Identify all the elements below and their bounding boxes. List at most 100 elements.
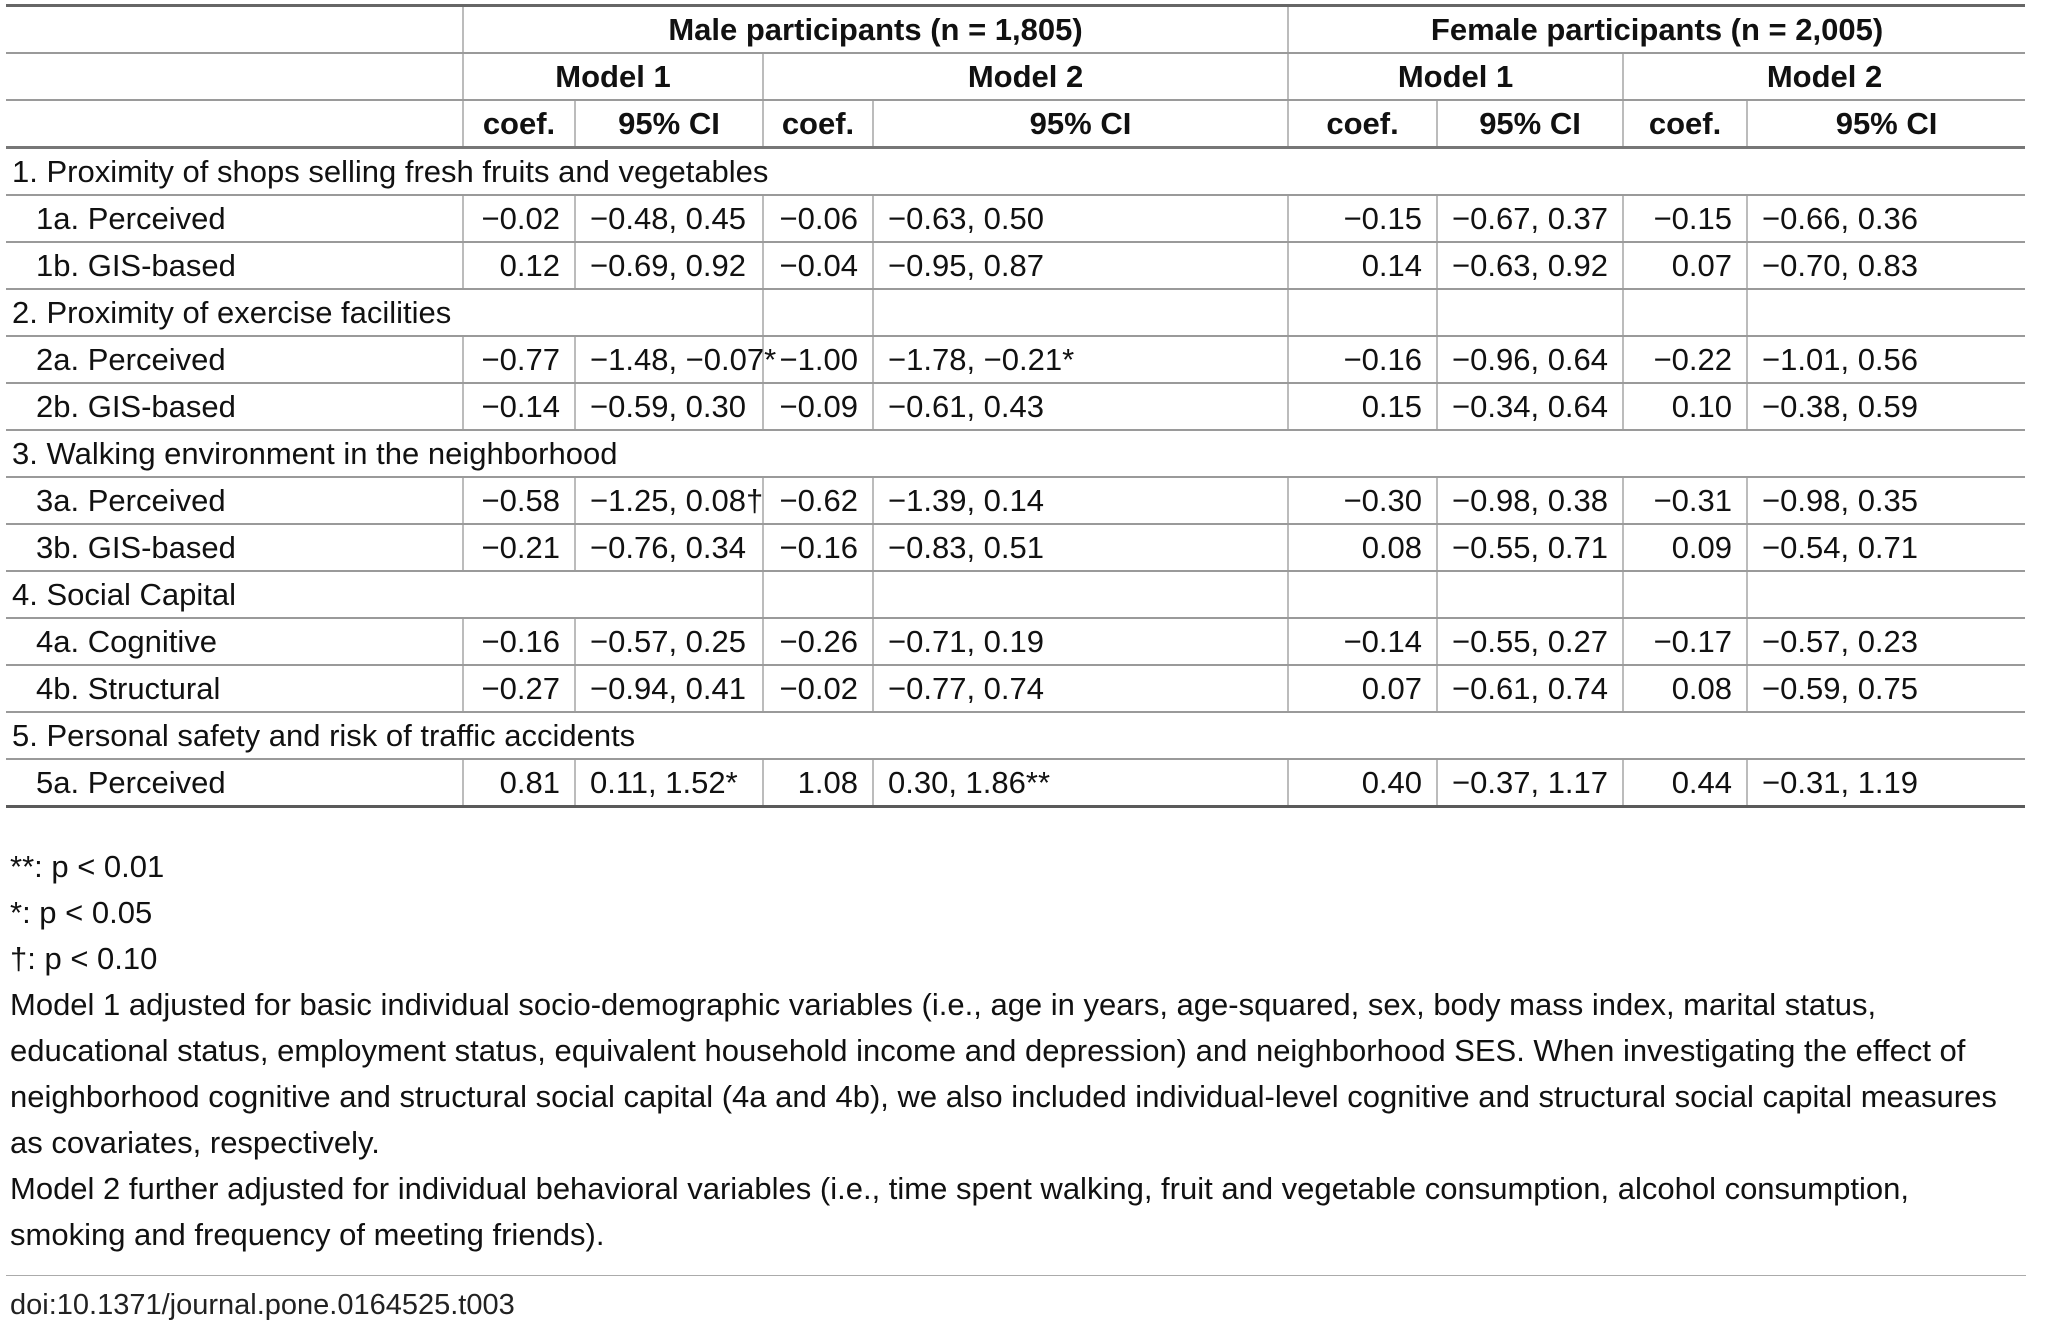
ci-cell: −0.37, 1.17 xyxy=(1436,759,1624,808)
coef-cell: 0.81 xyxy=(462,759,575,808)
group-header-male: Male participants (n = 1,805) xyxy=(461,5,1289,54)
stat-header-row: coef. 95% CI coef. 95% CI coef. 95% CI c… xyxy=(6,100,2026,149)
table-row: 4a. Cognitive −0.16 −0.57, 0.25 −0.26 −0.71,… xyxy=(6,618,2026,666)
empty-cell xyxy=(871,571,1289,619)
group-header-female: Female participants (n = 2,005) xyxy=(1287,5,2026,54)
row-label: 3a. Perceived xyxy=(6,477,463,525)
coef-cell: 0.09 xyxy=(1622,524,1748,572)
empty-cell xyxy=(1436,289,1624,337)
footnote-divider xyxy=(6,1275,2026,1276)
coef-cell: 0.08 xyxy=(1622,665,1748,713)
stat-header: coef. xyxy=(1287,100,1438,149)
table-row: 2a. Perceived −0.77 −1.48, −0.07* −1.00 −1.7… xyxy=(6,336,2026,384)
ci-cell: −0.61, 0.43 xyxy=(871,383,1289,431)
ci-cell: −0.59, 0.30 xyxy=(574,383,763,431)
coef-cell: −0.14 xyxy=(1287,618,1438,666)
coef-cell: −0.62 xyxy=(762,477,873,525)
ci-cell: −0.71, 0.19 xyxy=(871,618,1289,666)
coef-cell: −0.09 xyxy=(762,383,873,431)
coef-cell: 0.07 xyxy=(1622,242,1748,290)
empty-cell xyxy=(1287,289,1438,337)
coef-cell: 0.12 xyxy=(462,242,575,290)
ci-cell: −0.57, 0.23 xyxy=(1746,618,2026,666)
coef-cell: −0.16 xyxy=(762,524,873,572)
stat-header: 95% CI xyxy=(1746,100,2026,149)
coef-cell: −0.02 xyxy=(762,665,873,713)
section-row: 4. Social Capital xyxy=(6,571,2026,619)
model2-note: Model 2 further adjusted for individual … xyxy=(10,1171,1909,1252)
ci-cell: −0.95, 0.87 xyxy=(871,242,1289,290)
stat-header: coef. xyxy=(1622,100,1748,149)
section-label: 1. Proximity of shops selling fresh frui… xyxy=(6,147,2026,196)
ci-cell: −0.61, 0.74 xyxy=(1436,665,1624,713)
corner-cell xyxy=(6,5,463,54)
coef-cell: 0.10 xyxy=(1622,383,1748,431)
ci-cell: −1.25, 0.08† xyxy=(574,477,763,525)
coef-cell: −0.31 xyxy=(1622,477,1748,525)
ci-cell: 0.11, 1.52* xyxy=(574,759,763,808)
corner-cell xyxy=(6,53,463,101)
table-row: 5a. Perceived 0.81 0.11, 1.52* 1.08 0.30, 1.… xyxy=(6,759,2026,808)
stat-header: 95% CI xyxy=(871,100,1289,149)
coef-cell: −0.21 xyxy=(462,524,575,572)
ci-cell: −0.63, 0.50 xyxy=(871,195,1289,243)
row-label: 4b. Structural xyxy=(6,665,463,713)
group-header-row: Male participants (n = 1,805) Female par… xyxy=(6,5,2026,54)
coef-cell: −0.77 xyxy=(462,336,575,384)
coef-cell: −0.27 xyxy=(462,665,575,713)
section-label: 3. Walking environment in the neighborho… xyxy=(6,430,2026,478)
empty-cell xyxy=(1746,571,2026,619)
empty-cell xyxy=(1746,289,2026,337)
coef-cell: 0.15 xyxy=(1287,383,1438,431)
section-row: 2. Proximity of exercise facilities xyxy=(6,289,2026,337)
ci-cell: −1.48, −0.07* xyxy=(574,336,776,384)
row-label: 4a. Cognitive xyxy=(6,618,463,666)
section-row: 5. Personal safety and risk of traffic a… xyxy=(6,712,2026,760)
ci-cell: −1.39, 0.14 xyxy=(871,477,1289,525)
ci-cell: −0.63, 0.92 xyxy=(1436,242,1624,290)
coef-cell: −0.16 xyxy=(1287,336,1438,384)
coef-cell: −0.22 xyxy=(1622,336,1748,384)
model-header: Model 2 xyxy=(1622,53,2026,101)
coef-cell: −0.26 xyxy=(762,618,873,666)
ci-cell: −1.01, 0.56 xyxy=(1746,336,2026,384)
section-label: 4. Social Capital xyxy=(6,571,763,619)
section-label: 5. Personal safety and risk of traffic a… xyxy=(6,712,2026,760)
row-label: 2a. Perceived xyxy=(6,336,463,384)
ci-cell: −0.76, 0.34 xyxy=(574,524,763,572)
doi-text: doi:10.1371/journal.pone.0164525.t003 xyxy=(10,1289,515,1321)
ci-cell: −0.57, 0.25 xyxy=(574,618,763,666)
coef-cell: −0.15 xyxy=(1622,195,1748,243)
empty-cell xyxy=(1287,571,1438,619)
table-row: 1b. GIS-based 0.12 −0.69, 0.92 −0.04 −0.95, … xyxy=(6,242,2026,290)
empty-cell xyxy=(762,571,873,619)
section-row: 1. Proximity of shops selling fresh frui… xyxy=(6,147,2026,196)
coef-cell: 0.14 xyxy=(1287,242,1438,290)
model-header: Model 2 xyxy=(761,53,1289,101)
ci-cell: −0.55, 0.71 xyxy=(1436,524,1624,572)
ci-cell: −0.66, 0.36 xyxy=(1746,195,2026,243)
ci-cell: −0.69, 0.92 xyxy=(574,242,763,290)
page: Male participants (n = 1,805) Female par… xyxy=(6,4,2026,1322)
coef-cell: −0.06 xyxy=(762,195,873,243)
coef-cell: −0.14 xyxy=(462,383,575,431)
footnote-sig-2: *: p < 0.05 xyxy=(10,895,153,930)
row-label: 3b. GIS-based xyxy=(6,524,463,572)
section-label: 2. Proximity of exercise facilities xyxy=(6,289,763,337)
model-header-row: Model 1 Model 2 Model 1 Model 2 xyxy=(6,53,2026,101)
significance-notes: **: p < 0.01 *: p < 0.05 †: p < 0.10 xyxy=(10,844,2026,982)
coef-cell: −1.00 xyxy=(762,336,873,384)
empty-cell xyxy=(1622,571,1748,619)
coef-cell: −0.16 xyxy=(462,618,575,666)
row-label: 5a. Perceived xyxy=(6,759,463,808)
ci-cell: −0.77, 0.74 xyxy=(871,665,1289,713)
coef-cell: −0.04 xyxy=(762,242,873,290)
table-row: 1a. Perceived −0.02 −0.48, 0.45 −0.06 −0.63,… xyxy=(6,195,2026,243)
coef-cell: −0.17 xyxy=(1622,618,1748,666)
table-header: Male participants (n = 1,805) Female par… xyxy=(6,5,2026,149)
ci-cell: −0.83, 0.51 xyxy=(871,524,1289,572)
coef-cell: 0.08 xyxy=(1287,524,1438,572)
coef-cell: −0.58 xyxy=(462,477,575,525)
ci-cell: −0.31, 1.19 xyxy=(1746,759,2026,808)
table-row: 3a. Perceived −0.58 −1.25, 0.08† −0.62 −1.39… xyxy=(6,477,2026,525)
